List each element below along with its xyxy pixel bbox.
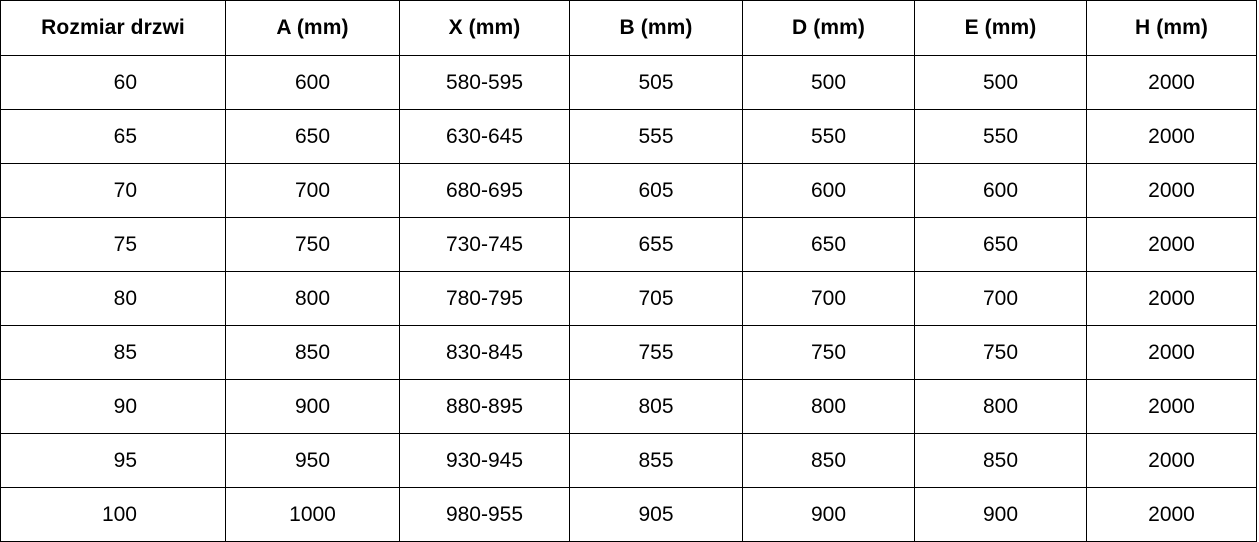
cell-d: 500 bbox=[742, 55, 915, 110]
cell-d: 900 bbox=[742, 487, 915, 542]
cell-h: 2000 bbox=[1086, 163, 1257, 218]
cell-e: 750 bbox=[914, 325, 1087, 380]
cell-size: 80 bbox=[0, 271, 226, 326]
cell-b: 755 bbox=[569, 325, 743, 380]
cell-d: 650 bbox=[742, 217, 915, 272]
table-row: 65 650 630-645 555 550 550 2000 bbox=[0, 109, 1257, 164]
table-row: 60 600 580-595 505 500 500 2000 bbox=[0, 55, 1257, 110]
table-row: 75 750 730-745 655 650 650 2000 bbox=[0, 217, 1257, 272]
cell-x: 830-845 bbox=[399, 325, 570, 380]
cell-b: 805 bbox=[569, 379, 743, 434]
column-header-a: A (mm) bbox=[225, 0, 400, 56]
cell-d: 800 bbox=[742, 379, 915, 434]
cell-d: 750 bbox=[742, 325, 915, 380]
cell-x: 780-795 bbox=[399, 271, 570, 326]
cell-size: 95 bbox=[0, 433, 226, 488]
cell-a: 700 bbox=[225, 163, 400, 218]
cell-b: 505 bbox=[569, 55, 743, 110]
cell-size: 90 bbox=[0, 379, 226, 434]
cell-a: 950 bbox=[225, 433, 400, 488]
cell-b: 855 bbox=[569, 433, 743, 488]
cell-d: 550 bbox=[742, 109, 915, 164]
cell-x: 630-645 bbox=[399, 109, 570, 164]
cell-e: 900 bbox=[914, 487, 1087, 542]
cell-b: 655 bbox=[569, 217, 743, 272]
cell-a: 650 bbox=[225, 109, 400, 164]
cell-x: 580-595 bbox=[399, 55, 570, 110]
cell-b: 555 bbox=[569, 109, 743, 164]
cell-h: 2000 bbox=[1086, 487, 1257, 542]
cell-h: 2000 bbox=[1086, 55, 1257, 110]
cell-d: 600 bbox=[742, 163, 915, 218]
cell-x: 880-895 bbox=[399, 379, 570, 434]
table-row: 95 950 930-945 855 850 850 2000 bbox=[0, 433, 1257, 488]
cell-a: 900 bbox=[225, 379, 400, 434]
cell-size: 75 bbox=[0, 217, 226, 272]
column-header-x: X (mm) bbox=[399, 0, 570, 56]
table-row: 100 1000 980-955 905 900 900 2000 bbox=[0, 487, 1257, 542]
table-header-row: Rozmiar drzwi A (mm) X (mm) B (mm) D (mm… bbox=[0, 0, 1257, 56]
column-header-d: D (mm) bbox=[742, 0, 915, 56]
column-header-h: H (mm) bbox=[1086, 0, 1257, 56]
cell-d: 700 bbox=[742, 271, 915, 326]
cell-size: 85 bbox=[0, 325, 226, 380]
table-body: 60 600 580-595 505 500 500 2000 65 650 630-645 555… bbox=[0, 55, 1257, 542]
cell-x: 680-695 bbox=[399, 163, 570, 218]
cell-a: 800 bbox=[225, 271, 400, 326]
cell-e: 850 bbox=[914, 433, 1087, 488]
column-header-b: B (mm) bbox=[569, 0, 743, 56]
cell-x: 930-945 bbox=[399, 433, 570, 488]
table-header: Rozmiar drzwi A (mm) X (mm) B (mm) D (mm… bbox=[0, 0, 1257, 56]
cell-a: 850 bbox=[225, 325, 400, 380]
cell-a: 750 bbox=[225, 217, 400, 272]
cell-h: 2000 bbox=[1086, 217, 1257, 272]
table-row: 80 800 780-795 705 700 700 2000 bbox=[0, 271, 1257, 326]
cell-e: 600 bbox=[914, 163, 1087, 218]
cell-b: 605 bbox=[569, 163, 743, 218]
table-row: 85 850 830-845 755 750 750 2000 bbox=[0, 325, 1257, 380]
cell-a: 1000 bbox=[225, 487, 400, 542]
cell-e: 800 bbox=[914, 379, 1087, 434]
cell-size: 65 bbox=[0, 109, 226, 164]
column-header-size: Rozmiar drzwi bbox=[0, 0, 226, 56]
cell-b: 705 bbox=[569, 271, 743, 326]
column-header-e: E (mm) bbox=[914, 0, 1087, 56]
cell-x: 730-745 bbox=[399, 217, 570, 272]
cell-h: 2000 bbox=[1086, 433, 1257, 488]
cell-size: 70 bbox=[0, 163, 226, 218]
cell-size: 60 bbox=[0, 55, 226, 110]
cell-h: 2000 bbox=[1086, 271, 1257, 326]
cell-x: 980-955 bbox=[399, 487, 570, 542]
table-row: 90 900 880-895 805 800 800 2000 bbox=[0, 379, 1257, 434]
table-row: 70 700 680-695 605 600 600 2000 bbox=[0, 163, 1257, 218]
cell-d: 850 bbox=[742, 433, 915, 488]
cell-e: 700 bbox=[914, 271, 1087, 326]
cell-size: 100 bbox=[0, 487, 226, 542]
cell-a: 600 bbox=[225, 55, 400, 110]
cell-e: 650 bbox=[914, 217, 1087, 272]
cell-h: 2000 bbox=[1086, 379, 1257, 434]
cell-h: 2000 bbox=[1086, 325, 1257, 380]
cell-b: 905 bbox=[569, 487, 743, 542]
cell-e: 550 bbox=[914, 109, 1087, 164]
cell-h: 2000 bbox=[1086, 109, 1257, 164]
cell-e: 500 bbox=[914, 55, 1087, 110]
